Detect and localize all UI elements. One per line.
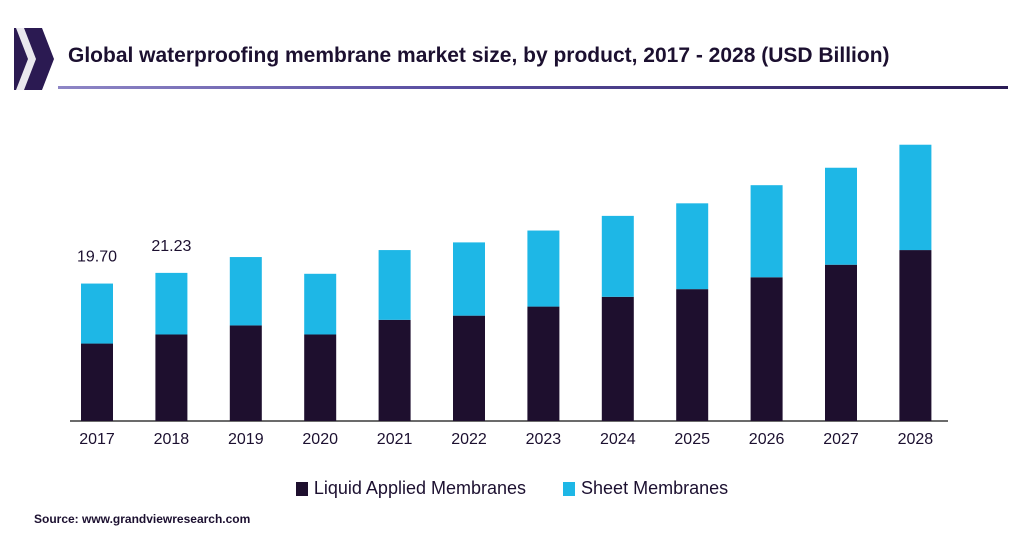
legend-swatch-liquid <box>295 481 308 496</box>
x-tick-label-2017: 2017 <box>79 431 115 448</box>
bar-sheet-2019 <box>229 257 262 326</box>
x-tick-label-2028: 2028 <box>898 431 934 448</box>
bar-sheet-2026 <box>750 185 783 278</box>
bar-liquid-2018 <box>155 334 188 421</box>
stacked-bar-chart: 2017 19.70 2018 21.23 2019 2020 2021 2022 2023 20… <box>70 144 948 448</box>
source-note: Source: www.grandviewresearch.com <box>34 512 251 526</box>
bar-liquid-2025 <box>676 289 709 421</box>
bar-liquid-2022 <box>453 315 485 421</box>
grand-view-research-logo-icon <box>14 28 54 90</box>
bar-liquid-2021 <box>378 319 411 421</box>
x-tick-label-2023: 2023 <box>526 431 562 448</box>
bar-sheet-2024 <box>601 215 634 297</box>
bar-liquid-2017 <box>81 343 113 421</box>
legend-label-liquid: Liquid Applied Membranes <box>313 478 527 498</box>
chart-legend: Liquid Applied Membranes Sheet Membranes <box>0 478 1024 501</box>
legend-item-sheet: Sheet Membranes <box>563 478 728 499</box>
x-tick-label-2018: 2018 <box>154 431 190 448</box>
x-tick-label-2026: 2026 <box>749 431 785 448</box>
bar-liquid-2020 <box>304 334 337 421</box>
bar-liquid-2026 <box>750 277 783 421</box>
bar-sheet-2020 <box>304 273 337 335</box>
bar-sheet-2018 <box>155 272 188 335</box>
chart-title: Global waterproofing membrane market siz… <box>68 44 890 67</box>
bar-liquid-2027 <box>825 264 857 421</box>
chart-header: Global waterproofing membrane market siz… <box>0 0 1024 100</box>
legend-item-liquid: Liquid Applied Membranes <box>295 478 527 499</box>
bar-liquid-2019 <box>229 325 262 421</box>
x-tick-label-2024: 2024 <box>600 431 636 448</box>
bar-liquid-2024 <box>601 296 634 421</box>
x-tick-label-2022: 2022 <box>451 431 487 448</box>
data-label-2018: 21.23 <box>151 238 191 255</box>
bar-sheet-2021 <box>378 250 411 320</box>
x-tick-label-2021: 2021 <box>377 431 413 448</box>
bar-liquid-2028 <box>899 250 932 421</box>
bar-sheet-2017 <box>81 283 113 344</box>
bar-sheet-2023 <box>527 230 560 307</box>
bar-sheet-2027 <box>825 167 857 265</box>
bar-sheet-2028 <box>899 144 932 251</box>
title-underline <box>58 86 1008 89</box>
x-tick-label-2025: 2025 <box>674 431 710 448</box>
bar-sheet-2025 <box>676 203 709 290</box>
data-label-2017: 19.70 <box>77 249 117 266</box>
legend-label-sheet: Sheet Membranes <box>581 478 729 498</box>
x-tick-label-2020: 2020 <box>302 431 338 448</box>
bar-sheet-2022 <box>453 242 485 316</box>
bar-liquid-2023 <box>527 306 560 421</box>
x-tick-label-2027: 2027 <box>823 431 859 448</box>
x-tick-label-2019: 2019 <box>228 431 264 448</box>
legend-swatch-sheet <box>563 481 576 496</box>
